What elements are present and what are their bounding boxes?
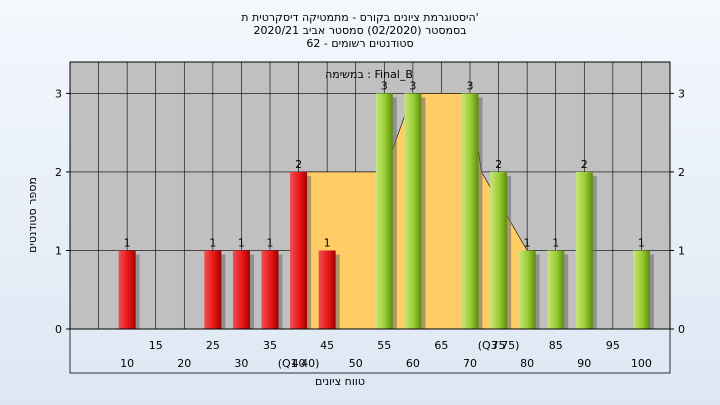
y-tick-label-left: 1 [55, 244, 62, 257]
bar [261, 250, 279, 329]
x-tick-label-lower: 20 [177, 357, 191, 370]
x-tick-label-upper: 15 [149, 339, 163, 352]
bar-value-label: 1 [638, 236, 645, 249]
bar-value-label: 1 [209, 236, 216, 249]
bar [461, 93, 479, 329]
bar-85 [547, 250, 569, 329]
x-tick-label-upper: 65 [434, 339, 448, 352]
x-tick-label-lower: 100 [631, 357, 652, 370]
bar [232, 250, 250, 329]
bar-value-label: 3 [467, 79, 474, 92]
bar-value-label: 2 [295, 158, 302, 171]
bar-value-label: 3 [381, 79, 388, 92]
bar [518, 250, 536, 329]
bar-40 [290, 171, 312, 329]
x-tick-label-lower: 70 [463, 357, 477, 370]
x-tick-label-upper: 85 [549, 339, 563, 352]
y-tick-label-right: 2 [678, 166, 685, 179]
bar-value-label: 1 [267, 236, 274, 249]
x-tick-label-upper: 95 [606, 339, 620, 352]
quartile-label: (Q1 40) [278, 357, 320, 370]
bar [290, 171, 308, 329]
bar-30 [232, 250, 254, 329]
bar-80 [518, 250, 540, 329]
x-tick-label-lower: 90 [577, 357, 591, 370]
chart-title-line-2: בסמסטר (02/2020) סמסטר אביב 2020/21 [253, 24, 467, 37]
bar [547, 250, 565, 329]
y-tick-label-left: 3 [55, 87, 62, 100]
bar-55 [375, 93, 397, 329]
x-tick-label-lower: 40 [292, 357, 306, 370]
x-tick-label-lower: 80 [520, 357, 534, 370]
bar [404, 93, 422, 329]
bar-value-label: 3 [409, 79, 416, 92]
bar-value-label: 1 [124, 236, 131, 249]
x-tick-label-upper: 75 [492, 339, 506, 352]
y-tick-label-right: 1 [678, 244, 685, 257]
bar-value-label: 1 [552, 236, 559, 249]
bar-100 [632, 250, 654, 329]
y-tick-label-right: 3 [678, 87, 685, 100]
bar-value-label: 1 [524, 236, 531, 249]
bar-value-label: 2 [495, 158, 502, 171]
chart-title-line-3: סטודנטים רשומים - 62 [306, 37, 414, 50]
bar-value-label: 2 [581, 158, 588, 171]
bar [490, 171, 508, 329]
chart-title-line-1: היסטוגרמת ציונים בקורס - מתמטיקה דיסקרטי… [241, 11, 479, 24]
bar-70 [461, 93, 483, 329]
x-tick-label-upper: 45 [320, 339, 334, 352]
y-tick-label-left: 0 [55, 323, 62, 336]
x-axis-label-box [69, 328, 671, 374]
bar [375, 93, 393, 329]
bar-25 [204, 250, 226, 329]
bar [318, 250, 336, 329]
bar [575, 171, 593, 329]
bar-10 [118, 250, 140, 329]
y-axis-title: מספר סטודנטים [26, 177, 39, 253]
bar-35 [261, 250, 283, 329]
x-tick-label-lower: 50 [349, 357, 363, 370]
x-axis-title: טווח ציונים [315, 375, 365, 388]
x-tick-label-upper: 55 [377, 339, 391, 352]
x-tick-label-upper: 25 [206, 339, 220, 352]
x-tick-label-lower: 60 [406, 357, 420, 370]
x-tick-label-lower: 10 [120, 357, 134, 370]
series-label: במשימה : Final_B [325, 68, 413, 81]
bar-75 [490, 171, 512, 329]
bar [204, 250, 222, 329]
bar-60 [404, 93, 426, 329]
bar-45 [318, 250, 340, 329]
x-tick-label-lower: 30 [234, 357, 248, 370]
bar-value-label: 1 [324, 236, 331, 249]
y-tick-label-left: 2 [55, 166, 62, 179]
x-tick-label-upper: 35 [263, 339, 277, 352]
quartile-label: (Q3 75) [478, 339, 520, 352]
bar-90 [575, 171, 597, 329]
y-tick-label-right: 0 [678, 323, 685, 336]
bar [632, 250, 650, 329]
bar-value-label: 1 [238, 236, 245, 249]
bar [118, 250, 136, 329]
